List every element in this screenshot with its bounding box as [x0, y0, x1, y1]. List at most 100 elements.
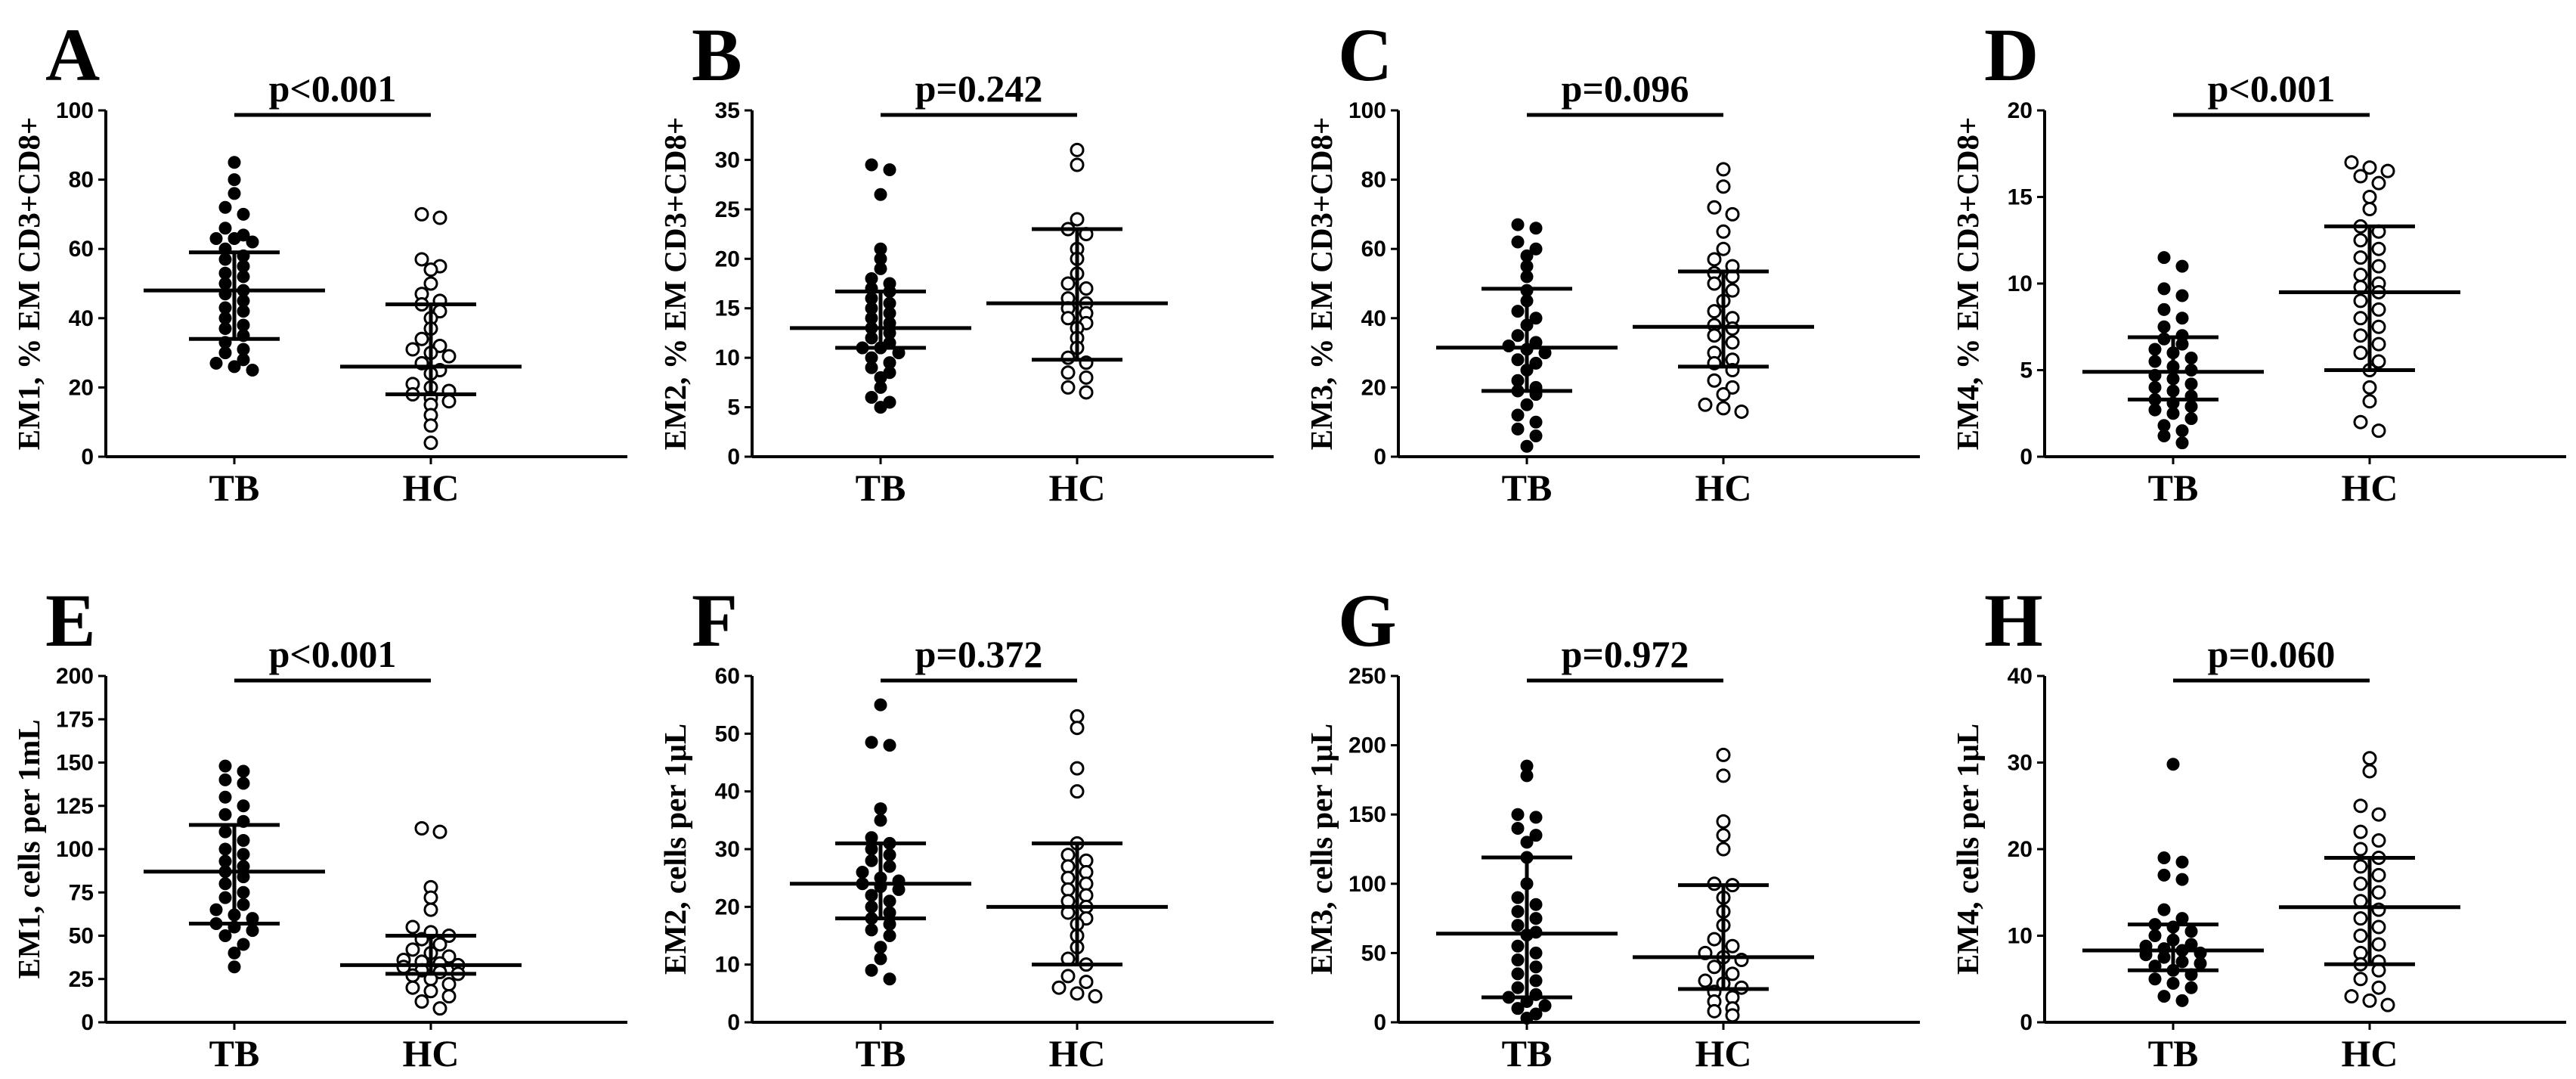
data-point [1511, 408, 1525, 422]
data-point [432, 338, 447, 353]
x-tick-label-hc: HC [403, 467, 460, 509]
data-point [2362, 394, 2377, 409]
data-point [883, 929, 896, 942]
data-point [1060, 365, 1076, 380]
data-point [1079, 281, 1094, 296]
data-point [2166, 758, 2180, 771]
data-point [237, 207, 250, 221]
data-point [874, 262, 887, 275]
data-point [2353, 824, 2368, 839]
data-point [237, 834, 250, 848]
x-tick-label-hc: HC [1049, 467, 1106, 509]
data-point [2353, 859, 2368, 874]
y-tick-label: 200 [56, 664, 94, 689]
data-point [1070, 784, 1085, 799]
data-point [2371, 302, 2386, 317]
data-point [865, 390, 878, 404]
data-point [2371, 319, 2386, 334]
data-point [2157, 282, 2171, 296]
p-value-label: p<0.001 [269, 67, 397, 110]
data-point [1060, 870, 1076, 885]
data-point [423, 436, 438, 451]
data-point [874, 952, 887, 966]
data-point [865, 331, 878, 345]
data-point [441, 949, 457, 964]
data-point [1511, 919, 1525, 932]
data-point [228, 156, 241, 169]
y-tick-label: 60 [69, 237, 94, 262]
data-point [2157, 302, 2171, 316]
data-point [1060, 969, 1076, 984]
panel-letter: H [1984, 578, 2043, 662]
data-point [2175, 994, 2189, 1007]
y-axis-label: EM1, cells per 1mL [11, 719, 46, 978]
data-point [1060, 380, 1076, 395]
y-tick-label: 20 [2008, 98, 2033, 123]
data-point [1707, 932, 1722, 947]
y-tick-label: 60 [1361, 237, 1386, 262]
y-tick-label: 150 [1348, 802, 1386, 827]
data-point [237, 898, 250, 911]
data-point [874, 814, 887, 827]
data-point [2353, 169, 2368, 184]
data-point [1060, 350, 1076, 365]
data-point [874, 802, 887, 816]
y-tick-label: 30 [715, 837, 740, 862]
data-point [2157, 851, 2171, 864]
data-point [1511, 904, 1525, 918]
y-tick-label: 20 [69, 375, 94, 400]
data-point [1529, 222, 1543, 235]
y-axis-label: EM3, cells per 1μL [1304, 724, 1339, 975]
data-point [218, 759, 232, 773]
data-point [218, 773, 232, 786]
x-tick-label-tb: TB [856, 467, 906, 509]
data-point [865, 923, 878, 937]
y-tick-label: 75 [69, 880, 94, 905]
data-point [237, 270, 250, 284]
data-point [218, 929, 232, 942]
series-hc [2279, 751, 2460, 1012]
x-tick-label-tb: TB [2148, 1032, 2199, 1074]
data-point [218, 825, 232, 839]
data-point [218, 346, 232, 360]
data-point [2353, 328, 2368, 343]
data-point [1079, 865, 1094, 880]
data-point [2353, 311, 2368, 326]
data-point [1707, 960, 1722, 975]
data-point [218, 322, 232, 336]
data-point [1529, 912, 1543, 926]
data-point [1060, 276, 1076, 291]
y-tick-label: 30 [715, 147, 740, 172]
data-point [2371, 241, 2386, 256]
data-point [209, 231, 223, 245]
data-point [441, 394, 457, 409]
data-point [2175, 289, 2189, 302]
data-point [1716, 842, 1731, 857]
data-point [2148, 343, 2162, 356]
data-point [1511, 353, 1525, 367]
data-point [2148, 380, 2162, 394]
data-point [218, 808, 232, 821]
data-point [432, 210, 447, 225]
data-point [2353, 876, 2368, 891]
data-point [1079, 876, 1094, 891]
data-point [2148, 972, 2162, 986]
data-point [218, 790, 232, 804]
panel-E: E EM1, cells per 1mL 0 25 50 75 100 125 150 175 20… [11, 578, 627, 1074]
panel-letter: A [45, 13, 100, 97]
data-point [1511, 329, 1525, 343]
data-point [2157, 868, 2171, 882]
y-tick-label: 40 [69, 306, 94, 331]
data-point [2353, 346, 2368, 361]
data-point [2184, 925, 2198, 938]
data-point [1529, 242, 1543, 256]
data-point [2175, 337, 2189, 351]
data-point [1520, 270, 1534, 284]
y-tick-label: 0 [2020, 445, 2033, 470]
data-point [237, 938, 250, 951]
data-point [865, 361, 878, 374]
data-point [414, 994, 429, 1009]
y-tick-label: 0 [81, 1010, 94, 1035]
y-tick-label: 0 [2020, 1010, 2033, 1035]
data-point [1511, 981, 1525, 994]
